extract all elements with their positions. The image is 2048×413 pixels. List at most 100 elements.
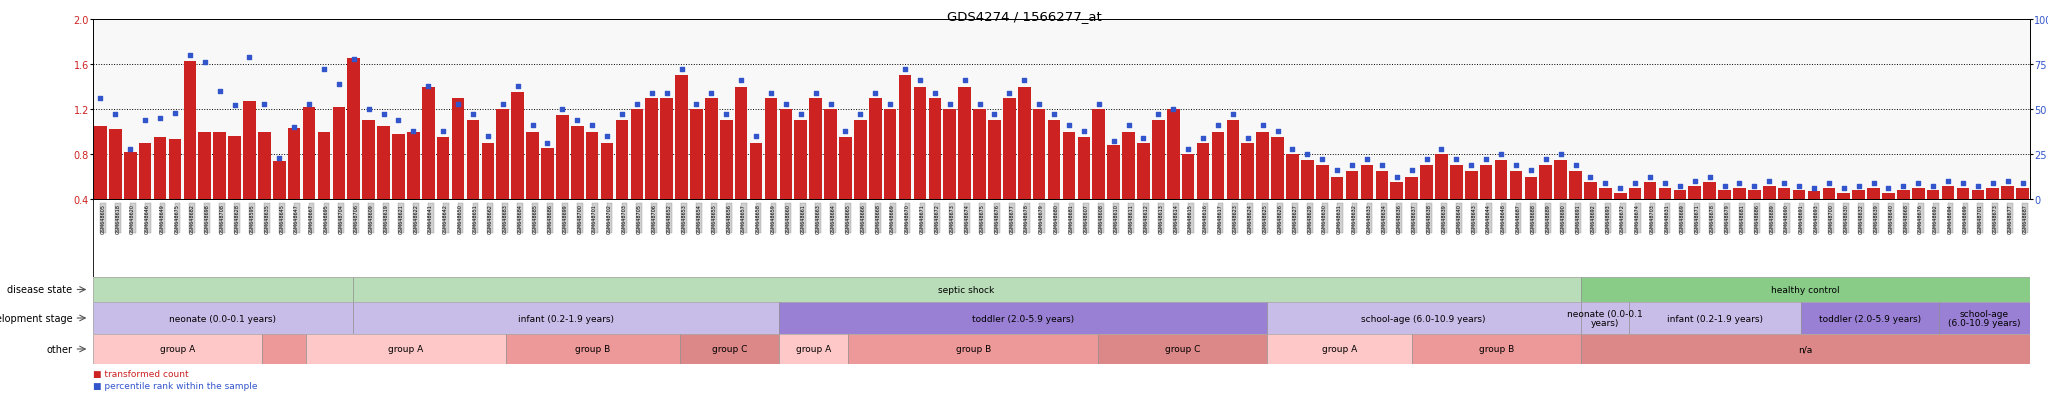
Text: GSM648640: GSM648640 — [1888, 204, 1894, 233]
Bar — [92, 199, 2030, 277]
Text: GSM648664: GSM648664 — [831, 204, 836, 233]
Text: group B: group B — [956, 345, 991, 354]
Bar — [958, 87, 971, 244]
Text: GSM648623: GSM648623 — [1233, 204, 1237, 233]
Point — [397, 128, 430, 135]
Point — [1202, 123, 1235, 129]
Bar — [1939, 302, 2030, 334]
Bar — [1718, 190, 1731, 244]
Text: GSM648678: GSM648678 — [1710, 204, 1714, 233]
Text: GSM648651: GSM648651 — [473, 204, 477, 233]
Text: GSM648701: GSM648701 — [592, 204, 598, 233]
Text: GSM648704: GSM648704 — [338, 204, 344, 233]
Bar — [1509, 171, 1522, 244]
Bar — [1268, 334, 1413, 364]
Point — [1544, 151, 1577, 158]
Bar — [1645, 183, 1657, 244]
Bar — [1778, 188, 1790, 244]
Text: GSM648691: GSM648691 — [1798, 204, 1804, 233]
Text: GSM648633: GSM648633 — [1366, 204, 1372, 233]
Bar — [1098, 334, 1268, 364]
Text: GSM648668: GSM648668 — [874, 204, 881, 233]
Bar — [92, 334, 262, 364]
Bar — [778, 334, 848, 364]
Text: GSM648615: GSM648615 — [1188, 204, 1194, 233]
Text: GSM648706: GSM648706 — [354, 204, 358, 233]
Bar — [1569, 171, 1581, 244]
Text: GSM648679: GSM648679 — [1724, 204, 1731, 233]
Bar — [750, 143, 762, 244]
Bar — [1628, 302, 1802, 334]
Bar — [823, 110, 838, 244]
Text: GSM648679: GSM648679 — [1038, 204, 1044, 233]
Point — [233, 55, 266, 61]
Text: GSM648608: GSM648608 — [1098, 204, 1104, 233]
Bar — [184, 62, 197, 244]
Bar — [1913, 188, 1925, 244]
Text: group A: group A — [1321, 345, 1358, 354]
Point — [889, 67, 922, 74]
Text: GSM648653: GSM648653 — [682, 204, 686, 233]
Text: GSM648694: GSM648694 — [1948, 204, 1954, 233]
Bar — [1942, 186, 1954, 244]
Bar — [913, 87, 926, 244]
Point — [1217, 112, 1249, 119]
Text: GSM648695: GSM648695 — [324, 204, 330, 233]
Point — [1307, 157, 1339, 163]
Text: GSM648682: GSM648682 — [190, 204, 195, 233]
Bar — [1004, 99, 1016, 244]
Bar — [1300, 160, 1313, 244]
Text: GSM648689: GSM648689 — [1769, 204, 1774, 233]
Text: GSM648636: GSM648636 — [1397, 204, 1401, 233]
Bar — [1286, 154, 1298, 244]
Point — [188, 60, 221, 66]
Text: GSM648647: GSM648647 — [295, 204, 299, 233]
Bar — [868, 99, 881, 244]
Bar — [778, 302, 1268, 334]
Point — [426, 128, 459, 135]
Text: group A: group A — [160, 345, 195, 354]
Text: GSM648665: GSM648665 — [846, 204, 850, 233]
Text: GSM648680: GSM648680 — [1055, 204, 1059, 233]
Text: GSM648675: GSM648675 — [979, 204, 985, 233]
Point — [1991, 178, 2023, 185]
Text: GSM648659: GSM648659 — [770, 204, 776, 233]
Text: GSM648685: GSM648685 — [532, 204, 537, 233]
Bar — [1792, 190, 1806, 244]
Bar — [1868, 188, 1880, 244]
Text: GSM648700: GSM648700 — [578, 204, 582, 233]
Text: GSM648681: GSM648681 — [1739, 204, 1745, 233]
Point — [352, 107, 385, 113]
Bar — [1331, 177, 1343, 244]
Text: GSM648634: GSM648634 — [1382, 204, 1386, 233]
Text: GSM648693: GSM648693 — [1606, 204, 1610, 233]
Bar — [125, 152, 137, 244]
Text: group A: group A — [797, 345, 831, 354]
Bar — [541, 149, 553, 244]
Point — [1753, 178, 1786, 185]
Point — [1112, 123, 1145, 129]
Text: school-age
(6.0-10.9 years): school-age (6.0-10.9 years) — [1948, 309, 2021, 328]
Text: GSM648595: GSM648595 — [250, 204, 254, 233]
Text: GSM648649: GSM648649 — [160, 204, 166, 233]
Text: GSM648658: GSM648658 — [756, 204, 762, 233]
Point — [799, 90, 831, 97]
Text: GSM648621: GSM648621 — [399, 204, 403, 233]
Text: GSM648640: GSM648640 — [1456, 204, 1462, 233]
Bar — [1317, 166, 1329, 244]
Text: GSM648673: GSM648673 — [1993, 204, 1997, 233]
Point — [666, 67, 698, 74]
Point — [1081, 101, 1114, 108]
Text: GSM648629: GSM648629 — [1307, 204, 1313, 233]
Bar — [676, 76, 688, 244]
Bar — [467, 121, 479, 244]
Bar — [848, 334, 1098, 364]
Point — [1499, 162, 1532, 169]
Point — [1767, 180, 1800, 187]
Bar — [1659, 188, 1671, 244]
Bar — [244, 102, 256, 244]
Text: GSM648638: GSM648638 — [1427, 204, 1432, 233]
Text: GSM648673: GSM648673 — [950, 204, 954, 233]
Bar — [1063, 132, 1075, 244]
Bar — [899, 76, 911, 244]
